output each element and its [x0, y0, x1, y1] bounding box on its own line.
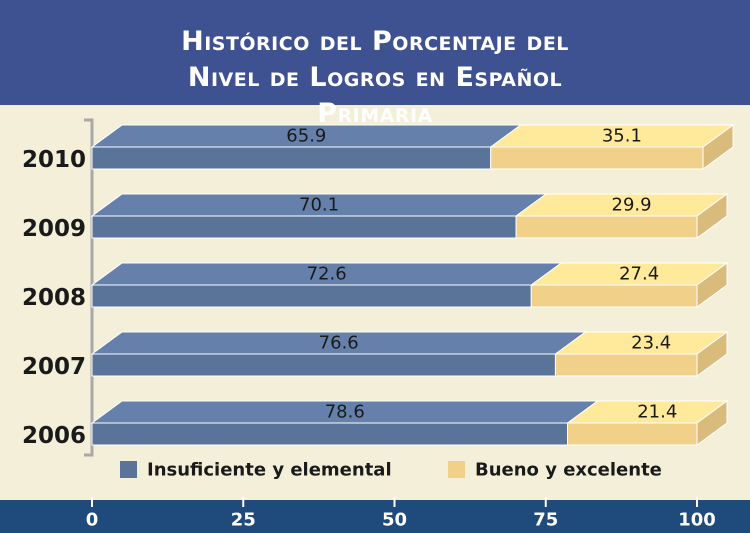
chart-title: Histórico del Porcentaje del Nivel de Lo… [0, 0, 750, 129]
axis-band [0, 500, 750, 533]
value-label: 27.4 [619, 264, 659, 285]
value-label: 70.1 [299, 195, 339, 216]
value-label: 23.4 [631, 333, 671, 354]
bar-side [696, 331, 728, 377]
bar [554, 353, 698, 377]
y-tick-label: 2006 [22, 423, 86, 449]
bar-side [696, 262, 728, 308]
value-label: 29.9 [612, 195, 652, 216]
bar [515, 215, 698, 239]
legend-label: Bueno y excelente [475, 460, 662, 481]
y-tick-label: 2010 [22, 147, 86, 173]
value-label: 78.6 [325, 402, 365, 423]
x-tick-label: 0 [86, 510, 99, 531]
x-tick-label: 25 [231, 510, 256, 531]
value-label: 65.9 [286, 126, 326, 147]
value-label: 35.1 [602, 126, 642, 147]
bar [91, 353, 556, 377]
bar [490, 146, 704, 170]
y-tick-label: 2009 [22, 216, 86, 242]
bar [91, 215, 517, 239]
y-tick-label: 2007 [22, 354, 86, 380]
bar [91, 284, 532, 308]
legend-swatch [448, 461, 465, 478]
legend-swatch [120, 461, 137, 478]
x-tick-label: 100 [678, 510, 716, 531]
value-label: 72.6 [307, 264, 347, 285]
bar [530, 284, 698, 308]
legend-label: Insuficiente y elemental [147, 460, 392, 481]
bar [91, 422, 569, 446]
x-tick-label: 50 [382, 510, 407, 531]
bar [567, 422, 698, 446]
bar-side [696, 400, 728, 446]
bar [91, 146, 492, 170]
y-tick-label: 2008 [22, 285, 86, 311]
bar-side [696, 193, 728, 239]
x-tick-label: 75 [533, 510, 558, 531]
bar-side [702, 124, 734, 170]
value-label: 76.6 [319, 333, 359, 354]
value-label: 21.4 [637, 402, 677, 423]
